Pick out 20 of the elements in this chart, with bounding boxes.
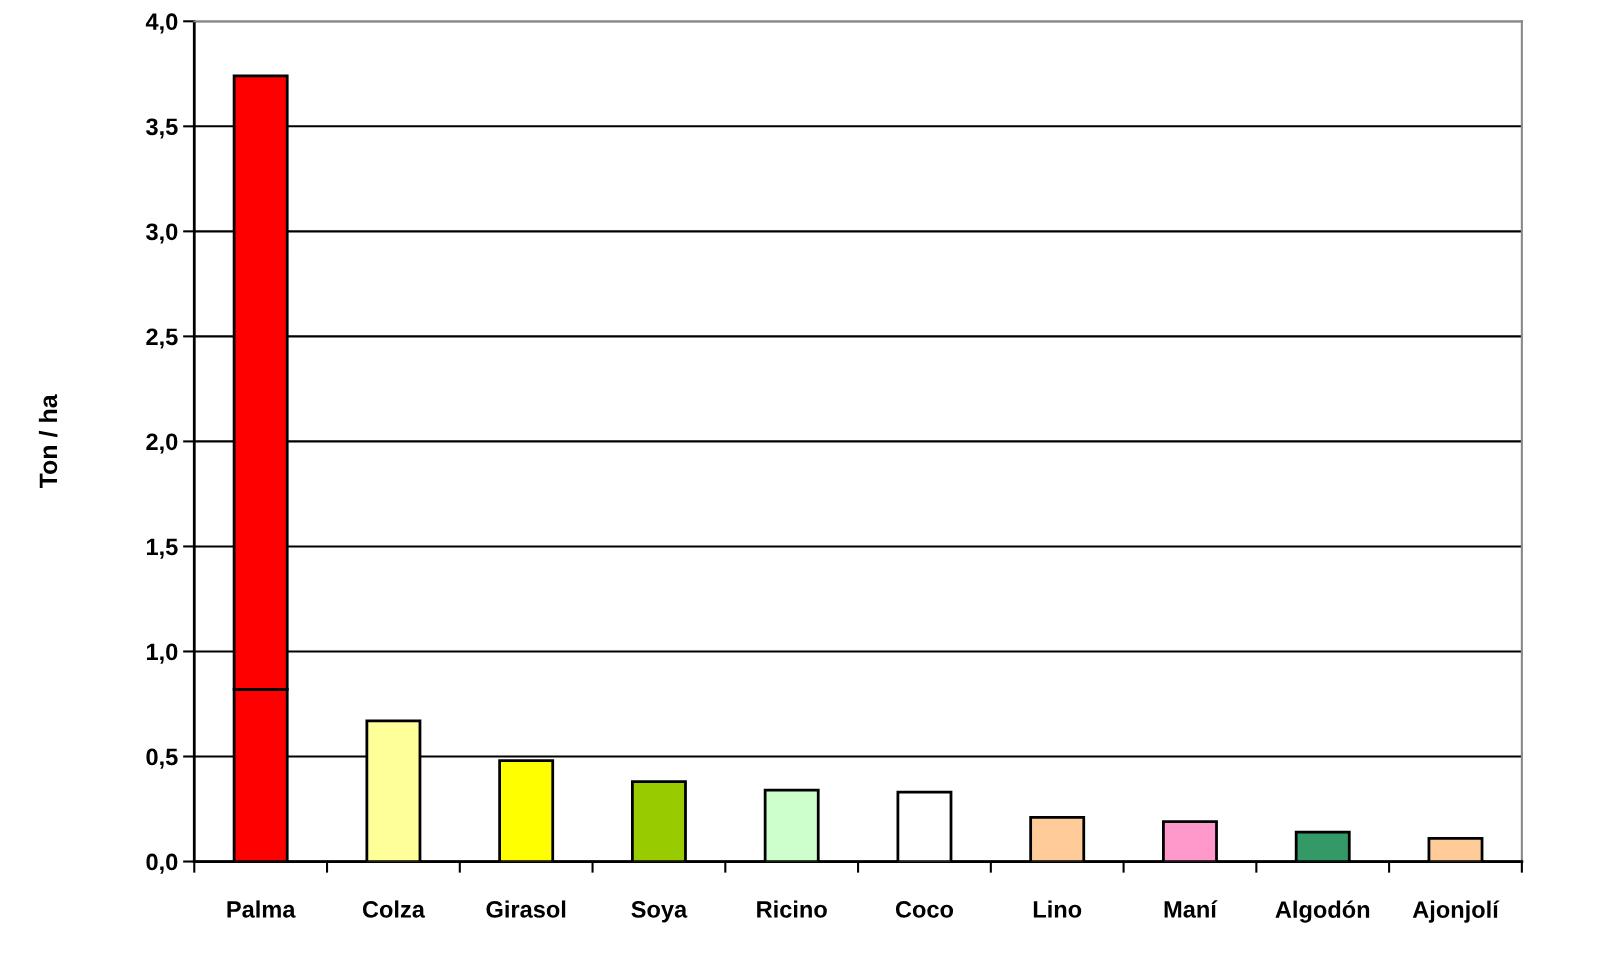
x-tick-label: Lino [1033,900,1082,918]
y-tick-label: 4,0 [145,13,178,34]
y-tick-label: 2,0 [146,433,178,454]
x-tick-label: Ricino [757,900,827,918]
x-tick-label: Girasol [486,900,566,918]
y-tick-label: 0,0 [146,853,178,874]
y-tick-label: 1,5 [146,538,178,559]
x-tick-label: Algodón [1275,900,1370,923]
x-tick-label: Coco [895,901,954,918]
y-tick-label: 1,0 [146,643,178,664]
x-tick-label: Maní [1164,900,1218,918]
y-tick-label: 2,5 [146,328,178,349]
x-tick-label: Palma [227,900,296,918]
x-tick-label: Ajonjolí [1412,900,1500,923]
x-tick-label: Soya [631,901,688,923]
y-tick-label: 3,0 [146,223,178,244]
x-tick-label: Colza [362,900,426,918]
y-axis-title: Ton / ha [38,394,58,489]
y-tick-label: 0,5 [146,748,178,769]
y-tick-label: 3,5 [146,118,178,139]
